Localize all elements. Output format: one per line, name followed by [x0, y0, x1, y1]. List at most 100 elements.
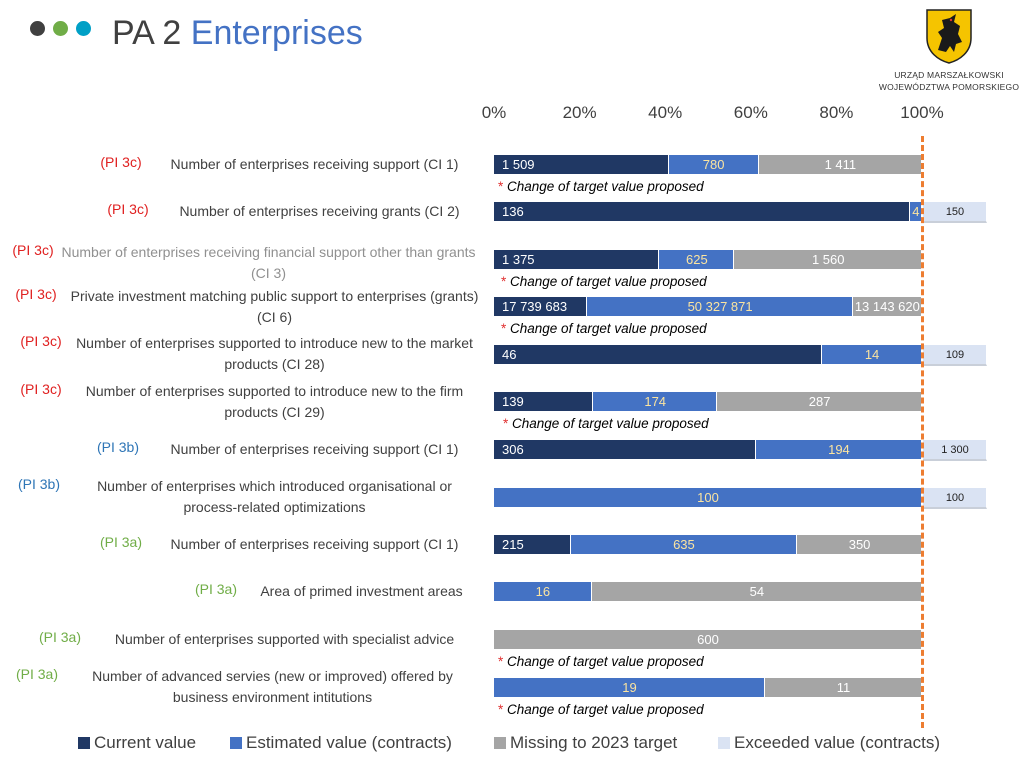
legend-swatch-exceeded — [718, 737, 730, 749]
bar-segment-current — [494, 392, 594, 411]
bar-value-label: 780 — [702, 157, 725, 172]
indicator-label: Number of enterprises receiving financia… — [61, 244, 476, 281]
target-change-note: * Change of target value proposed — [498, 702, 704, 717]
note-asterisk: * — [503, 416, 513, 431]
note-asterisk: * — [501, 274, 511, 289]
bar-segment-exceeded — [923, 488, 987, 509]
bar-segment-estimated — [593, 392, 718, 411]
bar-value-label: 306 — [502, 442, 524, 457]
page-title-prefix: PA 2 — [112, 14, 182, 52]
legend-item-exceeded: Exceeded value (contracts) — [718, 731, 940, 755]
priority-tag: (PI 3b) — [96, 439, 139, 455]
logo-line2: WOJEWÓDZTWA POMORSKIEGO — [878, 82, 1020, 92]
bar-segment-current — [494, 250, 660, 269]
bar-value-label: 13 143 620 — [854, 299, 920, 314]
target-reference-line — [921, 136, 924, 728]
bar-segment-current — [494, 297, 588, 316]
dot-teal-icon — [76, 21, 91, 36]
page-title: PA 2 Enterprises — [112, 14, 363, 53]
bar-value-label: 600 — [697, 632, 719, 647]
bar-value-label: 54 — [749, 584, 765, 599]
dot-dark-icon — [30, 21, 45, 36]
region-logo: URZĄD MARSZAŁKOWSKI WOJEWÓDZTWA POMORSKI… — [876, 6, 1022, 98]
indicator-label: Number of enterprises receiving support … — [170, 156, 459, 172]
bar-value-label: 19 — [622, 680, 637, 695]
indicator-label: Number of enterprises supported with spe… — [114, 631, 455, 647]
target-change-note: * Change of target value proposed — [498, 654, 704, 669]
priority-tag: (PI 3a) — [38, 629, 81, 645]
indicator-label: Number of enterprises receiving grants (… — [179, 203, 460, 219]
logo-line1: URZĄD MARSZAŁKOWSKI — [894, 70, 1004, 80]
note-text: Change of target value proposed — [507, 654, 704, 669]
note-asterisk: * — [498, 179, 508, 194]
target-change-note: * Change of target value proposed — [503, 416, 709, 431]
indicator-label: Number of enterprises which introduced o… — [97, 478, 452, 515]
priority-tag: (PI 3b) — [17, 476, 60, 492]
bar-value-label: 215 — [502, 537, 524, 552]
legend-label: Current value — [94, 733, 197, 752]
priority-tag: (PI 3c) — [15, 286, 57, 302]
legend-item-estimated: Estimated value (contracts) — [230, 731, 452, 755]
target-change-note: * Change of target value proposed — [501, 274, 707, 289]
priority-tag: (PI 3c) — [100, 154, 142, 170]
bar-value-label: 46 — [502, 347, 517, 362]
bar-value-label: 350 — [848, 537, 871, 552]
priority-tag: (PI 3a) — [194, 581, 237, 597]
bar-value-label: 14 — [864, 347, 880, 362]
bar-segment-exceeded — [923, 202, 987, 223]
note-text: Change of target value proposed — [510, 274, 707, 289]
bar-segment-estimated — [570, 535, 798, 554]
bar-value-label: 194 — [828, 442, 850, 457]
indicator-label: Area of primed investment areas — [260, 583, 463, 599]
bar-value-label: 4 — [912, 204, 920, 219]
bar-segment-estimated — [668, 155, 759, 174]
indicator-label: Private investment matching public suppo… — [70, 288, 479, 325]
bar-segment-estimated — [494, 678, 766, 697]
exceeded-value-label: 1 300 — [941, 444, 969, 456]
bar-segment-estimated — [659, 250, 735, 269]
note-text: Change of target value proposed — [512, 416, 709, 431]
bar-value-label: 139 — [502, 394, 524, 409]
bar-value-label: 287 — [808, 394, 831, 409]
bar-segment-estimated — [494, 582, 592, 601]
bar-value-label: 50 327 871 — [687, 299, 753, 314]
x-tick-label: 60% — [733, 103, 768, 122]
note-asterisk: * — [498, 654, 508, 669]
priority-tag: (PI 3c) — [20, 381, 62, 397]
x-tick-label: 100% — [900, 103, 944, 122]
indicator-label: Number of advanced servies (new or impro… — [92, 668, 453, 705]
note-text: Change of target value proposed — [507, 702, 704, 717]
indicator-label: Number of enterprises supported to intro… — [85, 383, 464, 420]
note-text: Change of target value proposed — [507, 179, 704, 194]
legend-swatch-current — [78, 737, 90, 749]
bar-value-label: 174 — [644, 394, 667, 409]
bar-value-label: 625 — [686, 252, 708, 267]
indicator-label: Number of enterprises supported to intro… — [76, 335, 473, 372]
bar-value-label: 1 375 — [502, 252, 535, 267]
bar-value-label: 16 — [535, 584, 551, 599]
x-tick-label: 0% — [481, 103, 507, 122]
page-title-accent: Enterprises — [190, 14, 363, 52]
bar-segment-current — [494, 440, 756, 459]
indicator-label: Number of enterprises receiving support … — [170, 536, 459, 552]
priority-tag: (PI 3c) — [12, 242, 54, 258]
bar-segment-current — [494, 202, 910, 221]
bar-value-label: 136 — [502, 204, 524, 219]
legend-swatch-missing — [494, 737, 506, 749]
bar-segment-current — [494, 345, 823, 364]
target-change-note: * Change of target value proposed — [501, 321, 707, 336]
bar-value-label: 1 509 — [502, 157, 535, 172]
bar-value-label: 11 — [836, 680, 851, 695]
legend-item-current: Current value — [78, 731, 196, 755]
note-text: Change of target value proposed — [510, 321, 707, 336]
legend-item-missing: Missing to 2023 target — [494, 731, 677, 755]
priority-tag: (PI 3c) — [107, 201, 149, 217]
priority-tag: (PI 3a) — [99, 534, 142, 550]
priority-tag: (PI 3c) — [20, 333, 62, 349]
legend-label: Estimated value (contracts) — [246, 733, 452, 752]
bar-segment-exceeded — [923, 345, 987, 366]
legend-swatch-estimated — [230, 737, 242, 749]
bar-segment-estimated — [587, 297, 853, 316]
exceeded-value-label: 109 — [945, 349, 965, 361]
x-tick-label: 40% — [648, 103, 683, 122]
